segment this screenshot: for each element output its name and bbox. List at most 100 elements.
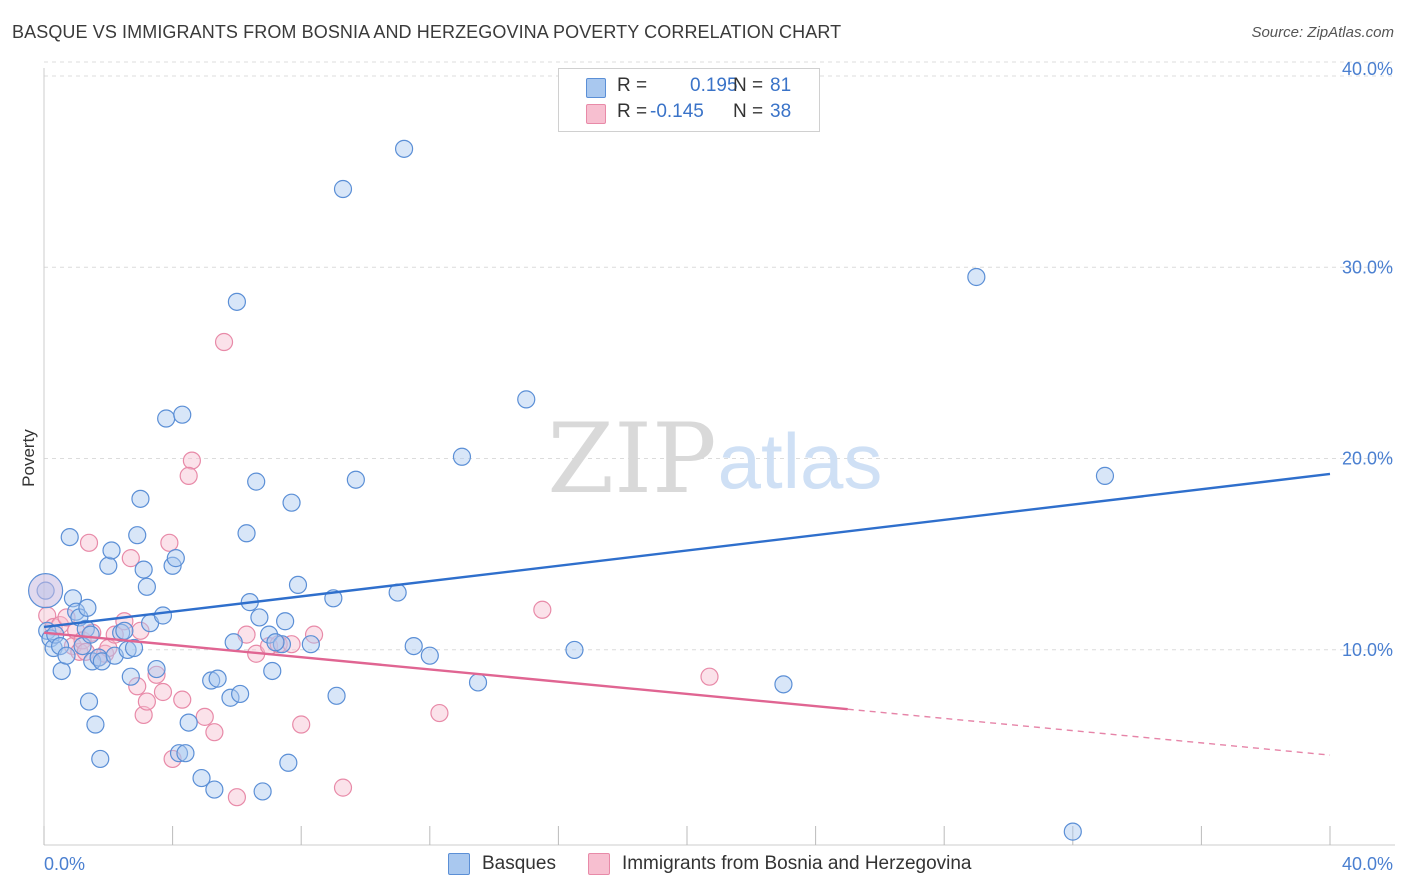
watermark: ZIP atlas [547,403,882,515]
basques-point-55 [250,608,269,627]
trend-lines [43,472,1331,756]
basques-point-7 [57,646,76,665]
basques-point-52 [237,524,256,543]
y-tick-label-10: 10.0% [1342,640,1393,660]
basques-r-label: R = [617,75,648,96]
basques-point-78 [774,675,793,694]
basques-point-10 [67,602,86,621]
bosnia-point-31 [227,788,246,807]
basques-point-60 [276,612,295,631]
basques-point-68 [333,179,353,199]
bosnia-point-36 [282,635,301,654]
basques-point-6 [52,661,71,681]
source-label: Source: ZipAtlas.com [1251,24,1394,41]
basques-point-61 [279,753,298,772]
basques-point-65 [266,633,285,652]
basques-point-23 [102,541,121,560]
bosnia-swatch [587,853,610,875]
basques-point-37 [157,409,176,428]
x-tick-label-min: 0.0% [44,854,85,874]
basques-point-79 [967,267,986,287]
basques-point-15 [79,692,99,711]
basques-point-16 [81,625,100,644]
bosnia-point-18 [131,621,150,640]
basques-point-67 [327,686,346,705]
basques-point-47 [208,669,227,688]
basques-point-76 [517,390,536,409]
basques-point-26 [115,621,134,640]
basques-trend-line [43,472,1331,629]
bosnia-point-39 [333,778,353,797]
bosnia-point-25 [173,690,192,709]
basques-point-31 [131,489,150,508]
basques-point-81 [1095,466,1115,485]
bosnia-r-label: R = [617,101,648,122]
bosnia-point-38 [304,625,324,644]
bosnia-n-value: 38 [770,101,792,122]
basques-point-22 [99,556,118,575]
bosnia-point-17 [128,677,147,696]
bottom-legend: Basques Immigrants from Bosnia and Herze… [448,850,1004,878]
bosnia-trend-extension [847,708,1331,756]
basques-legend-swatch [586,78,606,98]
basques-point-59 [272,635,292,654]
basques-point-69 [346,470,365,489]
basques-point-40 [169,744,189,763]
basques-r-value: 0.195 [690,75,738,96]
basques-point-64 [301,635,320,654]
basques-point-35 [147,659,166,679]
basques-point-74 [452,447,472,466]
basques-point-18 [86,715,105,734]
basques-point-30 [128,526,147,545]
basques-point-50 [227,292,246,311]
basques-n-label: N = [733,75,764,96]
basques-point-49 [224,633,243,652]
watermark-zip: ZIP [547,403,716,515]
basques-point-63 [288,575,308,595]
basques-point-36 [153,606,173,625]
basques-point-43 [179,713,198,732]
basques-point-72 [420,646,439,665]
bosnia-point-23 [160,533,179,552]
bosnia-label: Immigrants from Bosnia and Herzegovina [621,853,972,874]
basques-point-80 [1063,822,1082,841]
basques-point-73 [404,636,423,656]
legend-item-basques[interactable]: Basques [448,853,556,875]
bosnia-point-3 [57,608,76,627]
y-tick-label-20: 20.0% [1342,449,1393,469]
basques-point-33 [137,577,156,596]
basques-point-45 [202,671,221,690]
bosnia-point-21 [147,665,166,684]
tick-labels: 10.0% 20.0% 30.0% 40.0% 0.0% 40.0% [44,59,1393,874]
bosnia-point-27 [179,466,198,485]
bosnia-point-41 [533,600,552,619]
basques-point-42 [176,744,195,763]
bosnia-point-9 [79,533,99,552]
bosnia-point-16 [121,549,140,568]
basques-point-5 [50,636,70,656]
basques-point-20 [91,749,110,769]
bosnia-point-28 [195,707,214,726]
bosnia-n-label: N = [733,101,764,122]
basques-point-51 [231,684,250,704]
bosnia-point-22 [153,682,173,702]
axes [43,68,1395,846]
basques-point-32 [134,560,153,579]
basques-label: Basques [482,853,556,874]
basques-point-48 [221,688,240,707]
x-tick-label-max: 40.0% [1342,854,1393,874]
basques-point-14 [78,598,97,617]
basques-n-value: 81 [770,75,792,96]
bosnia-point-20 [137,692,156,711]
basques-point-77 [565,640,584,660]
legend-item-bosnia[interactable]: Immigrants from Bosnia and Herzegovina [587,853,972,875]
y-tick-label-40: 40.0% [1342,59,1393,79]
stats-legend: R = 0.195 N = 81 R = -0.145 N = 38 [558,68,820,132]
basques-point-75 [468,673,488,692]
bosnia-point-37 [292,715,311,734]
basques-point-54 [247,472,266,491]
bosnia-point-40 [430,703,449,723]
y-axis-label: Poverty [19,429,38,487]
basques-swatch [448,853,470,875]
